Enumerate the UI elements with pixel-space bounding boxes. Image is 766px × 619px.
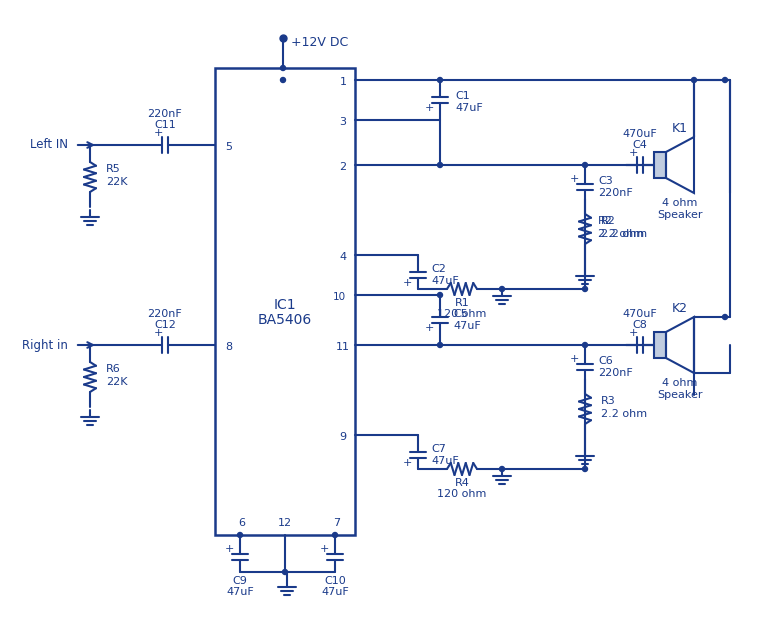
Text: R1: R1 <box>455 298 470 308</box>
Bar <box>215 68 355 535</box>
Text: 1: 1 <box>339 77 346 87</box>
Text: 11: 11 <box>336 342 350 352</box>
Text: C8: C8 <box>633 320 647 330</box>
Text: 12: 12 <box>278 518 292 528</box>
Text: 220nF: 220nF <box>148 109 182 119</box>
Circle shape <box>722 77 728 82</box>
Text: 47uF: 47uF <box>321 587 349 597</box>
Text: C12: C12 <box>154 320 176 330</box>
Text: 47uF: 47uF <box>453 321 481 331</box>
Text: +: + <box>424 323 434 333</box>
Text: 2.2 ohm: 2.2 ohm <box>601 229 647 239</box>
Text: R5: R5 <box>106 164 121 174</box>
Text: 22K: 22K <box>106 177 127 187</box>
Text: 47uF: 47uF <box>431 456 459 466</box>
Circle shape <box>499 467 505 472</box>
Text: +: + <box>402 458 411 468</box>
Circle shape <box>692 77 696 82</box>
Text: C1: C1 <box>455 91 470 101</box>
Text: 10: 10 <box>332 292 345 302</box>
Circle shape <box>582 163 588 168</box>
Circle shape <box>499 287 505 292</box>
Text: 120 ohm: 120 ohm <box>437 309 486 319</box>
Circle shape <box>237 532 243 537</box>
Text: 3: 3 <box>339 117 346 127</box>
Text: 47uF: 47uF <box>455 103 483 113</box>
Text: 220nF: 220nF <box>598 368 633 378</box>
Circle shape <box>280 77 286 82</box>
Text: 2: 2 <box>339 162 346 172</box>
Text: 4 ohm: 4 ohm <box>663 378 698 388</box>
Text: C10: C10 <box>324 576 346 586</box>
Circle shape <box>437 342 443 347</box>
Text: 47uF: 47uF <box>226 587 254 597</box>
Circle shape <box>582 342 588 347</box>
Text: C7: C7 <box>431 444 446 454</box>
Text: Left IN: Left IN <box>30 139 68 152</box>
Text: +: + <box>424 103 434 113</box>
Circle shape <box>283 569 287 574</box>
Circle shape <box>437 163 443 168</box>
Text: 7: 7 <box>333 518 341 528</box>
Text: +: + <box>153 128 162 138</box>
Text: K2: K2 <box>672 303 688 316</box>
Text: K1: K1 <box>672 123 688 136</box>
Text: 120 ohm: 120 ohm <box>437 489 486 499</box>
Circle shape <box>437 293 443 298</box>
Text: 220nF: 220nF <box>598 188 633 198</box>
Text: 47uF: 47uF <box>431 276 459 286</box>
Text: Right in: Right in <box>22 339 68 352</box>
Text: C4: C4 <box>633 140 647 150</box>
Text: 22K: 22K <box>106 377 127 387</box>
Text: +: + <box>628 328 637 338</box>
Bar <box>654 332 666 358</box>
Text: 9: 9 <box>339 432 346 442</box>
Text: 4 ohm: 4 ohm <box>663 198 698 208</box>
Text: R4: R4 <box>454 478 470 488</box>
Text: C2: C2 <box>431 264 446 274</box>
Text: R6: R6 <box>106 364 121 374</box>
Circle shape <box>332 532 338 537</box>
Text: C3: C3 <box>598 176 613 186</box>
Text: Speaker: Speaker <box>657 210 702 220</box>
Text: +: + <box>402 278 411 288</box>
Text: C5: C5 <box>453 309 468 319</box>
Circle shape <box>280 66 286 71</box>
Text: R3: R3 <box>601 396 616 406</box>
Text: +: + <box>569 174 578 184</box>
Circle shape <box>437 77 443 82</box>
Text: 2.2 ohm: 2.2 ohm <box>598 229 644 239</box>
Text: +: + <box>153 328 162 338</box>
Text: 4: 4 <box>339 252 346 262</box>
Text: C11: C11 <box>154 120 176 130</box>
Text: 220nF: 220nF <box>148 309 182 319</box>
Text: 5: 5 <box>225 142 233 152</box>
Text: R2: R2 <box>601 216 616 226</box>
Text: 470uF: 470uF <box>623 129 657 139</box>
Text: 6: 6 <box>238 518 245 528</box>
Text: BA5406: BA5406 <box>258 313 312 327</box>
Text: +12V DC: +12V DC <box>291 35 349 48</box>
Text: R2: R2 <box>598 216 613 226</box>
Text: C9: C9 <box>233 576 247 586</box>
Circle shape <box>722 314 728 319</box>
Circle shape <box>582 287 588 292</box>
Text: +: + <box>224 544 234 554</box>
Text: +: + <box>628 148 637 158</box>
Text: 8: 8 <box>225 342 233 352</box>
Text: 470uF: 470uF <box>623 309 657 319</box>
Circle shape <box>582 467 588 472</box>
Text: C6: C6 <box>598 356 613 366</box>
Bar <box>654 152 666 178</box>
Text: Speaker: Speaker <box>657 390 702 400</box>
Text: +: + <box>319 544 329 554</box>
Text: IC1: IC1 <box>273 298 296 312</box>
Text: +: + <box>569 354 578 364</box>
Text: 2.2 ohm: 2.2 ohm <box>601 409 647 419</box>
